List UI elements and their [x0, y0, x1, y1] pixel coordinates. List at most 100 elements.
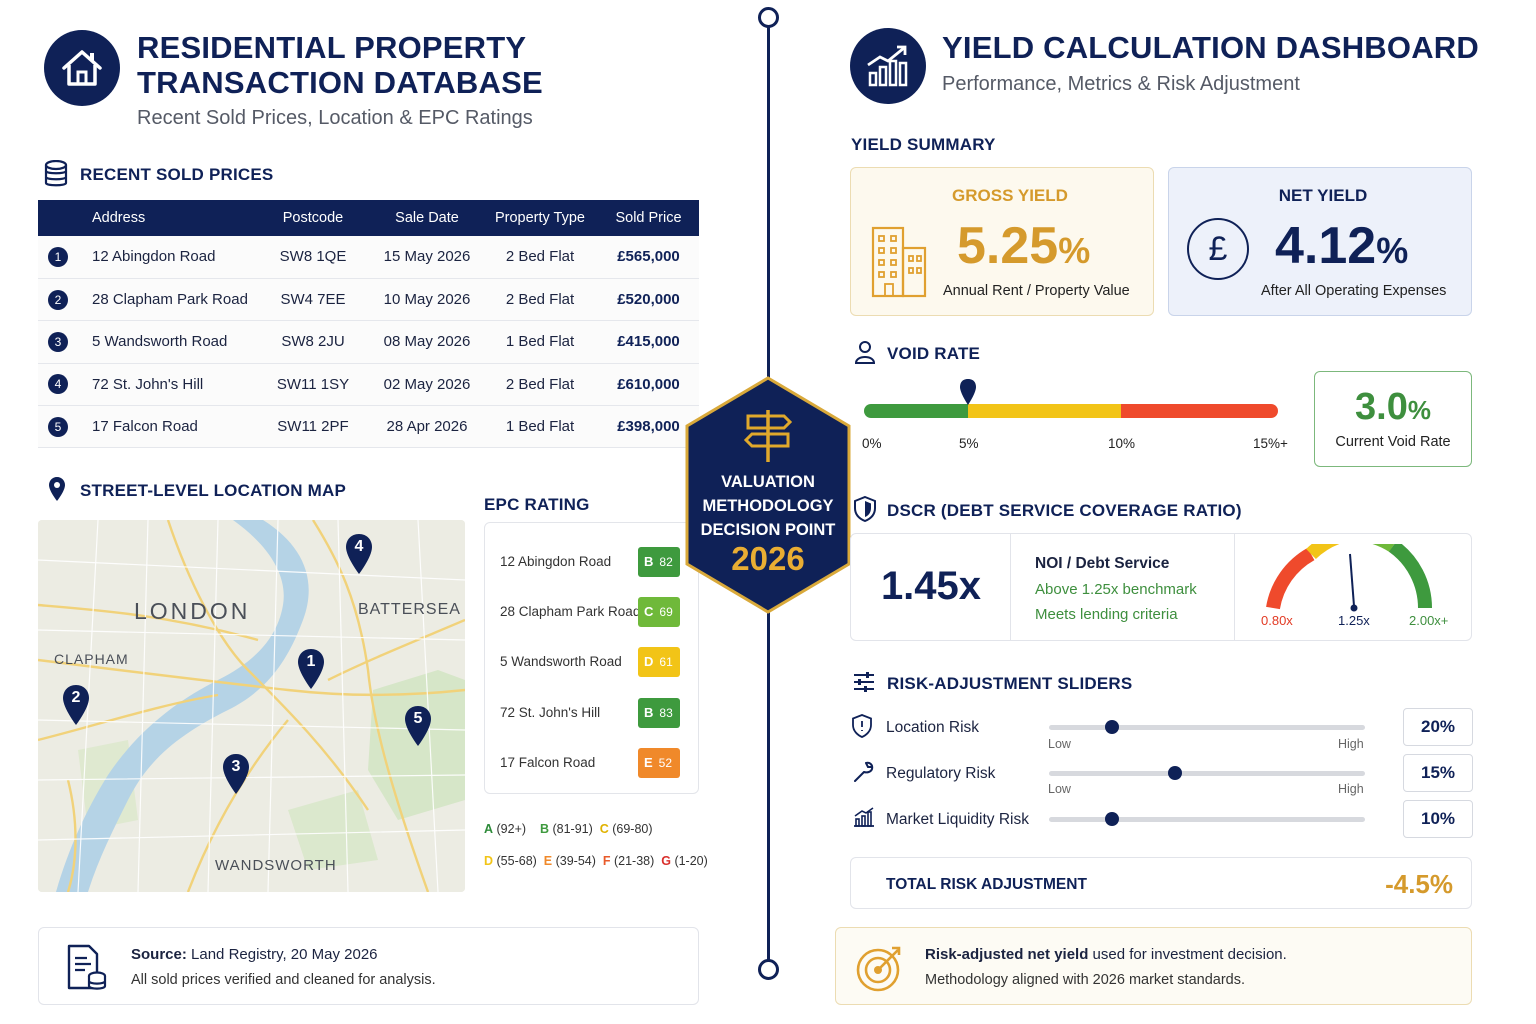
buildings-icon [871, 226, 927, 298]
row-type: 1 Bed Flat [482, 320, 598, 364]
table-header-row: Address Postcode Sale Date Property Type… [38, 200, 699, 236]
slider-high-label: High [1338, 737, 1364, 751]
map-section-title: STREET-LEVEL LOCATION MAP [80, 481, 346, 500]
row-address: 5 Wandsworth Road [78, 320, 254, 364]
map-label-battersea: BATTERSEA [358, 601, 461, 618]
map-pin-icon [63, 685, 89, 725]
col-postcode: Postcode [254, 200, 372, 236]
table-row[interactable]: 4 72 St. John's Hill SW11 1SY 02 May 202… [38, 363, 699, 407]
void-rate-bar [864, 404, 1278, 418]
row-postcode: SW8 1QE [254, 236, 372, 279]
map-pin-number: 5 [413, 710, 423, 727]
wrench-icon [854, 761, 874, 782]
map-pin-number: 2 [71, 689, 81, 706]
net-yield-note: After All Operating Expenses [1261, 283, 1447, 299]
row-type: 2 Bed Flat [482, 363, 598, 407]
sliders-icon [854, 672, 874, 692]
regulatory-risk-slider[interactable] [1049, 766, 1365, 780]
slider-low-label: Low [1048, 782, 1071, 796]
decision-label: VALUATION METHODOLOGY DECISION POINT [700, 473, 836, 539]
map-pin-5[interactable]: 5 [404, 705, 432, 752]
epc-address: 5 Wandsworth Road [500, 654, 622, 669]
void-rate-value: 3.0% [1355, 386, 1431, 428]
risk-section-title: RISK-ADJUSTMENT SLIDERS [887, 674, 1133, 693]
map-pin-3[interactable]: 3 [222, 753, 250, 800]
slider-handle[interactable] [1105, 812, 1120, 826]
house-logo [44, 30, 120, 106]
location-map[interactable]: LONDON BATTERSEA CLAPHAM WANDSWORTH 1 2 … [38, 520, 465, 892]
signpost-icon [743, 410, 793, 462]
epc-row: 28 Clapham Park Road C 69 [500, 597, 690, 627]
market-liquidity-risk-value[interactable]: 10% [1403, 800, 1473, 838]
void-tick-10: 10% [1108, 436, 1136, 451]
void-tick-15: 15%+ [1253, 436, 1288, 451]
dscr-gauge [1266, 544, 1432, 612]
left-subtitle: Recent Sold Prices, Location & EPC Ratin… [137, 107, 533, 129]
epc-address: 72 St. John's Hill [500, 705, 601, 720]
map-pin-icon [298, 649, 324, 689]
location-risk-value[interactable]: 20% [1403, 708, 1473, 746]
gauge-label-benchmark: 1.25x [1338, 613, 1370, 628]
map-label-london: LONDON [134, 598, 251, 624]
timeline-top-node [758, 7, 779, 28]
epc-row: 17 Falcon Road E 52 [500, 748, 690, 778]
row-address: 28 Clapham Park Road [78, 278, 254, 322]
void-tick-5: 5% [959, 436, 979, 451]
epc-legend-row-1: A (92+) B (81-91) C (69-80) [484, 822, 653, 836]
timeline-bottom-node [758, 959, 779, 980]
map-pin-number: 1 [306, 653, 316, 670]
map-pin-2[interactable]: 2 [62, 684, 90, 731]
map-pin-number: 3 [231, 758, 241, 775]
document-database-icon [67, 944, 107, 990]
row-number-badge: 5 [48, 416, 68, 437]
target-icon [856, 946, 901, 992]
row-type: 2 Bed Flat [482, 236, 598, 279]
gross-yield-value: 5.25% [957, 217, 1091, 275]
decision-note-card: Risk-adjusted net yield used for investm… [835, 927, 1472, 1005]
void-rate-card: 3.0% Current Void Rate [1314, 371, 1472, 467]
row-address: 72 St. John's Hill [78, 363, 254, 407]
market-liquidity-risk-slider[interactable] [1049, 812, 1365, 826]
sold-prices-table: Address Postcode Sale Date Property Type… [38, 200, 699, 449]
gauge-label-high: 2.00x+ [1409, 613, 1449, 628]
chart-logo [850, 28, 926, 104]
regulatory-risk-value[interactable]: 15% [1403, 754, 1473, 792]
row-number-badge: 2 [48, 289, 68, 310]
col-address: Address [78, 200, 254, 236]
gross-yield-label: GROSS YIELD [952, 186, 1068, 205]
gross-yield-note: Annual Rent / Property Value [943, 283, 1130, 299]
col-sale-date: Sale Date [372, 200, 482, 236]
row-price: £415,000 [598, 320, 699, 364]
row-address: 17 Falcon Road [78, 405, 254, 449]
yield-section-title: YIELD SUMMARY [851, 135, 996, 154]
table-row[interactable]: 5 17 Falcon Road SW11 2PF 28 Apr 2026 1 … [38, 405, 699, 449]
map-pin-1[interactable]: 1 [297, 648, 325, 695]
row-price: £565,000 [598, 236, 699, 279]
table-row[interactable]: 2 28 Clapham Park Road SW4 7EE 10 May 20… [38, 278, 699, 322]
total-risk-card: TOTAL RISK ADJUSTMENT -4.5% [850, 857, 1472, 909]
table-row[interactable]: 1 12 Abingdon Road SW8 1QE 15 May 2026 2… [38, 236, 699, 279]
void-section-title: VOID RATE [887, 344, 981, 363]
slider-handle[interactable] [1105, 720, 1120, 734]
epc-badge: C 69 [638, 597, 680, 627]
row-number-badge: 1 [48, 246, 68, 267]
row-address: 12 Abingdon Road [78, 236, 254, 279]
right-subtitle: Performance, Metrics & Risk Adjustment [942, 73, 1300, 95]
person-icon [854, 341, 876, 364]
decision-hexagon [685, 376, 851, 614]
epc-badge: B 82 [638, 547, 680, 577]
table-row[interactable]: 3 5 Wandsworth Road SW8 2JU 08 May 2026 … [38, 320, 699, 364]
row-date: 08 May 2026 [372, 320, 482, 364]
source-line: Source: Land Registry, 20 May 2026 [131, 946, 378, 963]
dscr-formula: NOI / Debt Service [1035, 555, 1170, 572]
row-date: 28 Apr 2026 [372, 405, 482, 449]
decision-note-methodology: Methodology aligned with 2026 market sta… [925, 972, 1245, 988]
map-label-wandsworth: WANDSWORTH [215, 857, 337, 874]
dscr-value: 1.45x [880, 564, 982, 608]
regulatory-risk-label: Regulatory Risk [886, 765, 996, 782]
map-pin-4[interactable]: 4 [345, 533, 373, 580]
row-price: £398,000 [598, 405, 699, 449]
database-icon [44, 159, 68, 193]
location-risk-slider[interactable] [1049, 720, 1365, 734]
slider-handle[interactable] [1168, 766, 1183, 780]
